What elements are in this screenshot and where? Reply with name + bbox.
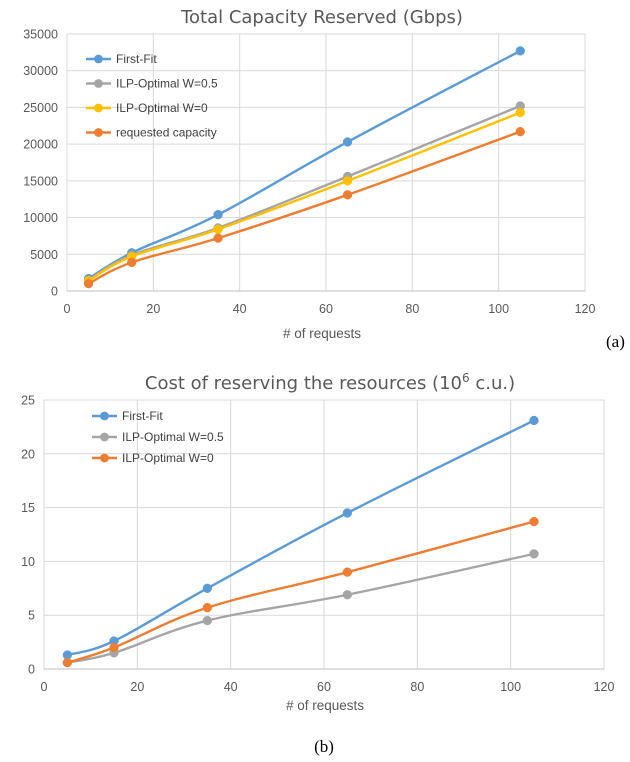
legend-label: requested capacity: [116, 126, 217, 140]
legend-label: ILP-Optimal W=0.5: [122, 430, 224, 444]
data-point: [342, 137, 353, 147]
chart-title: Total Capacity Reserved (Gbps): [180, 7, 463, 28]
y-tick-label: 20: [21, 447, 35, 461]
legend-swatch-marker: [94, 128, 103, 137]
data-point: [62, 657, 72, 668]
x-tick-label: 100: [500, 680, 521, 694]
y-tick-label: 5000: [30, 248, 58, 262]
data-point: [109, 642, 119, 653]
x-tick-label: 60: [317, 680, 331, 694]
legend-swatch-marker: [100, 453, 109, 463]
chart-cost: Cost of reserving the resources (106 c.u…: [21, 371, 614, 756]
data-point: [342, 190, 353, 200]
data-point: [529, 549, 539, 559]
y-tick-label: 0: [51, 285, 58, 299]
legend-swatch-marker: [94, 79, 103, 88]
data-point: [515, 46, 525, 56]
legend-label: First-Fit: [116, 52, 157, 66]
y-tick-label: 10000: [23, 211, 58, 225]
y-tick-label: 25000: [23, 101, 58, 115]
chart-title-sup: 6: [462, 371, 470, 385]
y-tick-label: 5: [28, 609, 35, 623]
data-point: [202, 583, 212, 593]
series-requested-capacity: [83, 127, 525, 289]
tick-labels: 0 20 40 60 80 100 120 0 5000 10000 15000 20000 25000…: [23, 28, 595, 317]
x-tick-label: 0: [41, 680, 48, 694]
data-point: [213, 224, 223, 234]
x-tick-label: 20: [146, 302, 160, 316]
y-tick-label: 0: [28, 663, 35, 677]
data-point: [83, 279, 94, 289]
x-tick-label: 0: [64, 302, 71, 316]
data-point: [127, 257, 137, 268]
data-point: [515, 107, 525, 118]
legend-item: ILP-Optimal W=0.5: [86, 77, 218, 91]
chart-title-tail: c.u.): [470, 373, 516, 394]
chart-total-capacity: Total Capacity Reserved (Gbps) # of requ…: [23, 7, 625, 351]
gridlines: [44, 399, 605, 669]
data-point: [213, 209, 223, 220]
legend-item: First-Fit: [86, 52, 157, 66]
x-axis-label: # of requests: [286, 698, 364, 713]
x-tick-label: 40: [233, 302, 247, 316]
legend-item: ILP-Optimal W=0: [92, 451, 214, 465]
data-point: [515, 127, 525, 137]
data-point: [213, 233, 223, 243]
data-point: [342, 590, 352, 600]
data-point: [342, 508, 352, 518]
legend-label: ILP-Optimal W=0: [116, 101, 208, 115]
y-tick-label: 15000: [23, 174, 58, 188]
data-point: [529, 516, 539, 527]
data-point: [202, 615, 212, 626]
legend-swatch-marker: [100, 411, 109, 421]
x-tick-label: 40: [224, 680, 238, 694]
chart-title: Cost of reserving the resources (106 c.u…: [145, 371, 515, 394]
series-ilp-optimal-w-0: [62, 516, 539, 668]
legend-swatch-marker: [94, 54, 103, 64]
x-tick-label: 20: [130, 680, 144, 694]
y-tick-label: 30000: [23, 64, 58, 78]
legend-label: ILP-Optimal W=0: [122, 451, 214, 465]
y-tick-label: 10: [21, 555, 35, 569]
series-ilp-optimal-w-0-5: [62, 549, 539, 668]
x-tick-label: 80: [405, 302, 419, 316]
y-tick-label: 25: [21, 394, 35, 408]
data-point: [529, 415, 539, 426]
tick-labels: 0 20 40 60 80 100 120 0 5 10 15 20 25: [21, 394, 614, 695]
legend-item: ILP-Optimal W=0: [86, 101, 208, 115]
x-tick-label: 120: [575, 302, 596, 316]
y-tick-label: 15: [21, 501, 35, 515]
legend-item: ILP-Optimal W=0.5: [92, 430, 224, 444]
legend: First-Fit ILP-Optimal W=0.5 ILP-Optimal W=…: [86, 52, 218, 140]
legend-label: First-Fit: [122, 409, 163, 423]
x-tick-label: 100: [488, 302, 509, 316]
x-tick-label: 120: [594, 680, 615, 694]
data-point: [202, 603, 212, 613]
panel-label: (a): [606, 332, 625, 351]
x-tick-label: 80: [410, 680, 424, 694]
y-tick-label: 20000: [23, 138, 58, 152]
legend-item: requested capacity: [86, 126, 217, 140]
chart-title-main: Cost of reserving the resources (10: [145, 373, 462, 394]
y-tick-label: 35000: [23, 28, 58, 42]
legend-swatch-marker: [100, 432, 109, 442]
legend-label: ILP-Optimal W=0.5: [116, 77, 218, 91]
legend-swatch-marker: [94, 103, 103, 113]
series-ilp-optimal-w-0: [83, 107, 525, 286]
data-point: [342, 176, 353, 186]
legend-item: First-Fit: [92, 409, 163, 423]
x-axis-label: # of requests: [283, 326, 361, 341]
x-tick-label: 60: [319, 302, 333, 316]
series-first-fit: [62, 415, 539, 660]
data-point: [342, 567, 352, 577]
legend: First-Fit ILP-Optimal W=0.5 ILP-Optimal W=…: [92, 409, 224, 465]
panel-label: (b): [314, 737, 334, 756]
